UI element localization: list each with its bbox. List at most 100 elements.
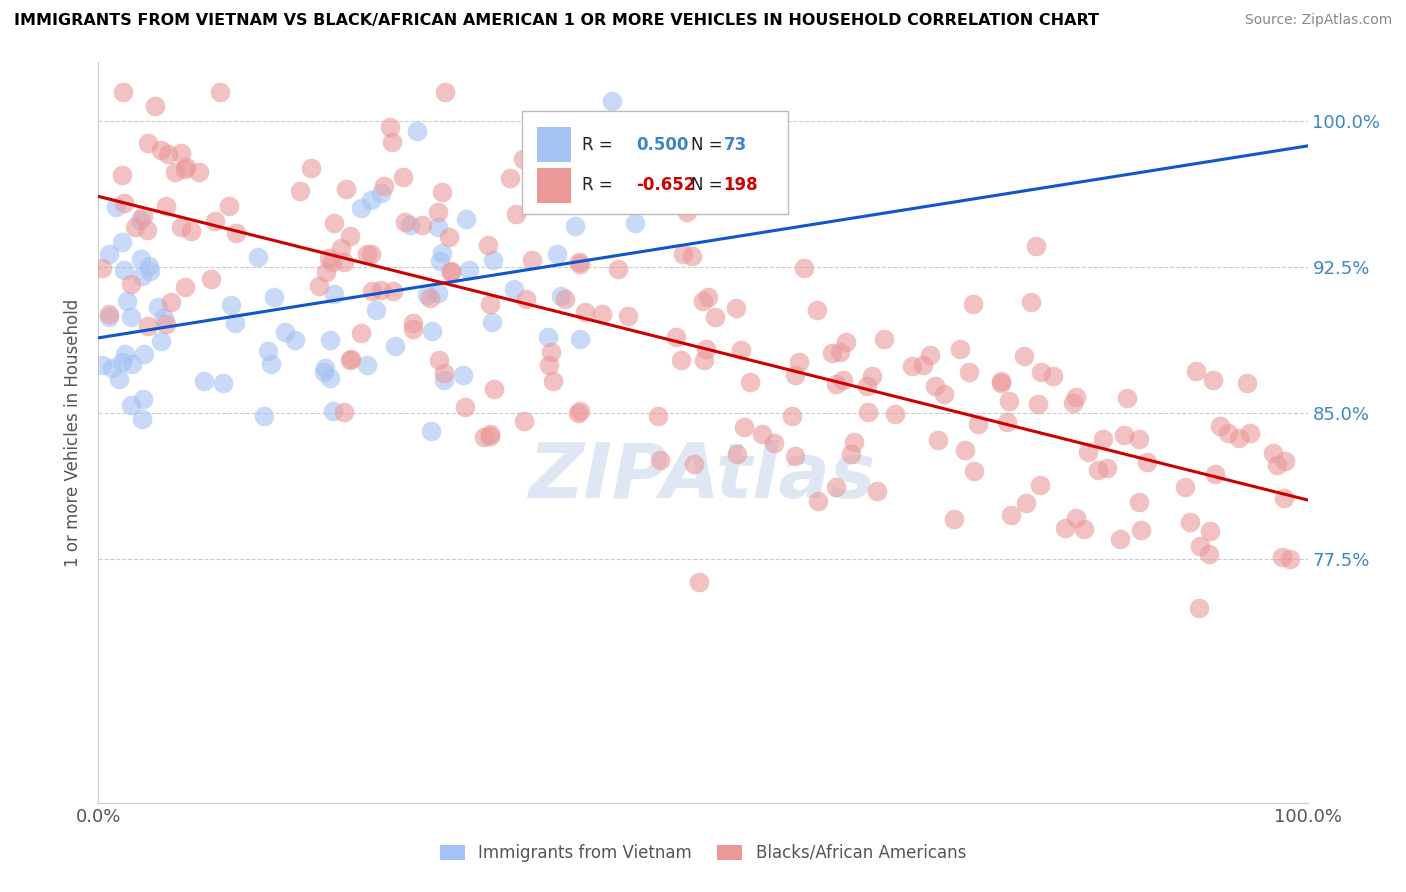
Point bbox=[1271, 549, 1294, 564]
Text: 198: 198 bbox=[724, 177, 758, 194]
Point bbox=[155, 317, 177, 331]
Point bbox=[146, 300, 169, 314]
Point bbox=[440, 265, 463, 279]
Point bbox=[174, 162, 197, 177]
Text: 73: 73 bbox=[724, 136, 747, 153]
Point bbox=[139, 264, 162, 278]
Point bbox=[505, 207, 527, 221]
Point bbox=[427, 353, 450, 368]
Point bbox=[211, 376, 233, 391]
Point bbox=[394, 215, 416, 229]
Point bbox=[314, 365, 336, 379]
Point bbox=[111, 168, 134, 182]
Point bbox=[963, 464, 986, 478]
Point bbox=[378, 120, 401, 134]
Point bbox=[924, 378, 946, 392]
Point bbox=[174, 161, 197, 175]
Point bbox=[104, 200, 127, 214]
Point bbox=[370, 283, 392, 297]
Point bbox=[451, 368, 474, 382]
Point bbox=[117, 294, 139, 309]
Point bbox=[568, 254, 591, 268]
Text: N =: N = bbox=[690, 177, 723, 194]
Point bbox=[433, 373, 456, 387]
Point bbox=[1216, 426, 1239, 441]
Point bbox=[339, 229, 361, 244]
Point bbox=[1064, 390, 1087, 404]
Point bbox=[308, 279, 330, 293]
Point bbox=[120, 277, 142, 292]
Point bbox=[574, 305, 596, 319]
Point bbox=[688, 574, 710, 589]
Point bbox=[1092, 432, 1115, 446]
Point bbox=[163, 164, 186, 178]
Point bbox=[1209, 418, 1232, 433]
Point bbox=[225, 226, 247, 240]
Text: ZIPAtlas: ZIPAtlas bbox=[529, 440, 877, 514]
Point bbox=[606, 161, 628, 175]
Point bbox=[1000, 508, 1022, 522]
Point bbox=[676, 205, 699, 219]
Point bbox=[257, 343, 280, 358]
Point bbox=[180, 224, 202, 238]
Point bbox=[129, 252, 152, 267]
Point bbox=[650, 453, 672, 467]
Point bbox=[785, 449, 807, 463]
Point bbox=[616, 309, 638, 323]
Point bbox=[569, 332, 592, 346]
Point bbox=[322, 404, 344, 418]
Point bbox=[128, 213, 150, 227]
Point bbox=[366, 303, 388, 318]
Point bbox=[200, 272, 222, 286]
Point bbox=[1073, 522, 1095, 536]
Point bbox=[825, 376, 848, 391]
Point bbox=[1114, 428, 1136, 442]
Point bbox=[482, 382, 505, 396]
Point bbox=[253, 409, 276, 424]
Point bbox=[568, 257, 591, 271]
Point bbox=[550, 289, 572, 303]
Point bbox=[430, 246, 453, 260]
Point bbox=[934, 387, 956, 401]
Point bbox=[91, 358, 114, 372]
Point bbox=[356, 246, 378, 260]
Point bbox=[319, 370, 342, 384]
Point bbox=[381, 136, 404, 150]
Point bbox=[170, 219, 193, 234]
Point bbox=[1198, 524, 1220, 538]
Point bbox=[458, 263, 481, 277]
Point bbox=[821, 346, 844, 360]
Legend: Immigrants from Vietnam, Blacks/African Americans: Immigrants from Vietnam, Blacks/African … bbox=[433, 838, 973, 869]
Point bbox=[98, 247, 121, 261]
Text: R =: R = bbox=[582, 136, 619, 153]
Point bbox=[824, 480, 846, 494]
Point bbox=[384, 339, 406, 353]
Point bbox=[1239, 426, 1261, 441]
Point bbox=[153, 311, 176, 326]
Point bbox=[170, 145, 193, 160]
Point bbox=[730, 343, 752, 357]
Point bbox=[290, 184, 312, 198]
Point bbox=[1188, 601, 1211, 615]
Point bbox=[831, 373, 853, 387]
Point bbox=[318, 251, 340, 265]
Point bbox=[740, 375, 762, 389]
Point bbox=[440, 264, 463, 278]
Point bbox=[415, 288, 437, 302]
Point bbox=[132, 392, 155, 406]
Point bbox=[112, 263, 135, 277]
Point bbox=[1042, 369, 1064, 384]
Point bbox=[284, 333, 307, 347]
Point bbox=[569, 404, 592, 418]
Point bbox=[373, 179, 395, 194]
Point bbox=[335, 182, 357, 196]
Point bbox=[315, 265, 337, 279]
Point bbox=[112, 85, 135, 99]
Point bbox=[138, 260, 160, 274]
Point bbox=[481, 315, 503, 329]
Point bbox=[574, 178, 596, 192]
Point bbox=[990, 376, 1012, 391]
Point bbox=[402, 321, 425, 335]
Point bbox=[692, 293, 714, 308]
Point bbox=[263, 290, 285, 304]
